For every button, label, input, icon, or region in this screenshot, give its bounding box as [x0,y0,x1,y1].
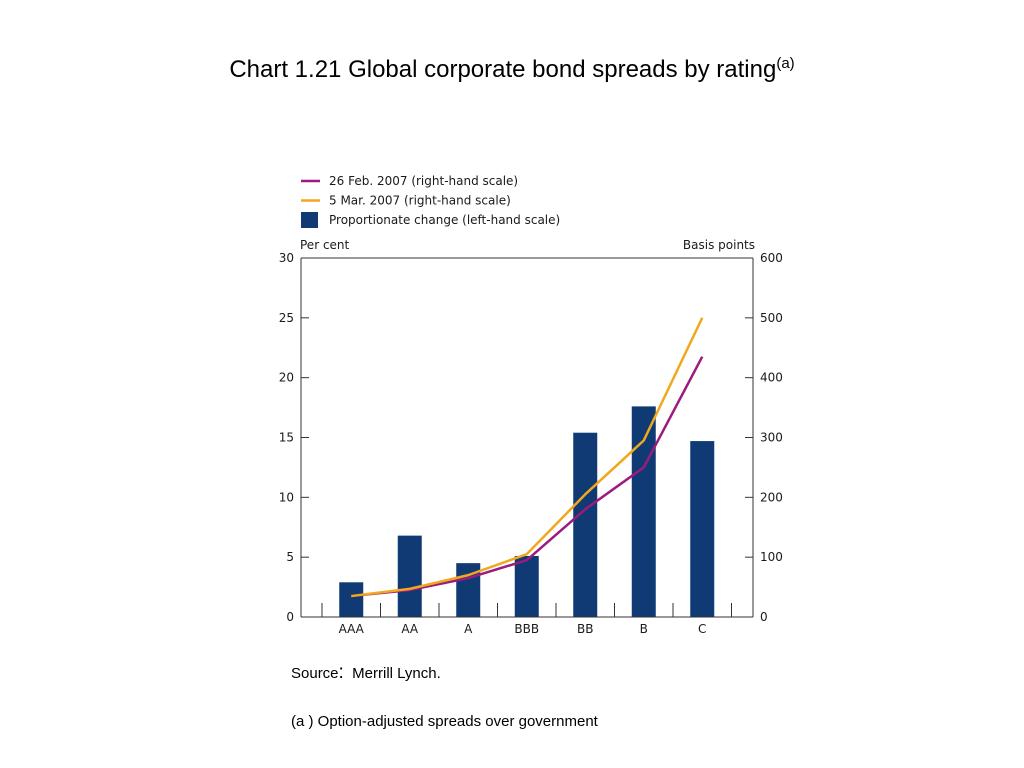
right-axis-label: Basis points [683,238,755,252]
left-tick-label: 5 [286,550,294,564]
source-note: Source: Merrill Lynch. [291,662,441,684]
chart-legend: 26 Feb. 2007 (right-hand scale) 5 Mar. 20… [301,174,560,228]
slide-title: Chart 1.21 Global corporate bond spreads… [0,56,1024,84]
x-tick-label: BB [577,622,593,636]
title-text: Chart 1.21 Global corporate bond spreads… [229,56,777,83]
title-superscript: (a) [776,55,795,72]
left-tick-label: 20 [279,371,294,385]
legend-entry-label: 5 Mar. 2007 (right-hand scale) [329,194,511,208]
series-line-5-mar [351,317,704,598]
bar-bb [573,432,598,617]
x-tick-label: BBB [514,622,539,636]
bar-aaa [339,582,364,617]
right-tick-label: 200 [760,490,783,504]
legend-entry-label: 26 Feb. 2007 (right-hand scale) [329,174,518,188]
bar-c [690,441,715,617]
x-tick-label: B [640,622,648,636]
right-tick-label: 300 [760,431,783,445]
footnote: (a ) Option-adjusted spreads over govern… [291,713,598,730]
right-tick-label: 100 [760,550,783,564]
source-label: Source [291,665,339,682]
left-tick-label: 10 [279,490,294,504]
right-tick-label: 500 [760,311,783,325]
source-colon: : [338,662,344,683]
x-tick-label: C [698,622,706,636]
legend-swatch-bar [301,212,318,228]
left-tick-label: 15 [279,431,294,445]
x-tick-label: AA [401,622,419,636]
x-tick-label: AAA [339,622,365,636]
left-tick-label: 25 [279,311,294,325]
right-tick-label: 0 [760,610,768,624]
legend-entry-label: Proportionate change (left-hand scale) [329,213,560,227]
left-tick-label: 0 [286,610,294,624]
right-tick-label: 400 [760,371,783,385]
source-text: Merrill Lynch. [352,665,441,682]
left-tick-label: 30 [279,251,294,265]
left-axis-label: Per cent [300,238,350,252]
x-tick-label: A [464,622,473,636]
bar-bbb [514,555,539,617]
bar-aa [397,535,422,617]
right-tick-label: 600 [760,251,783,265]
